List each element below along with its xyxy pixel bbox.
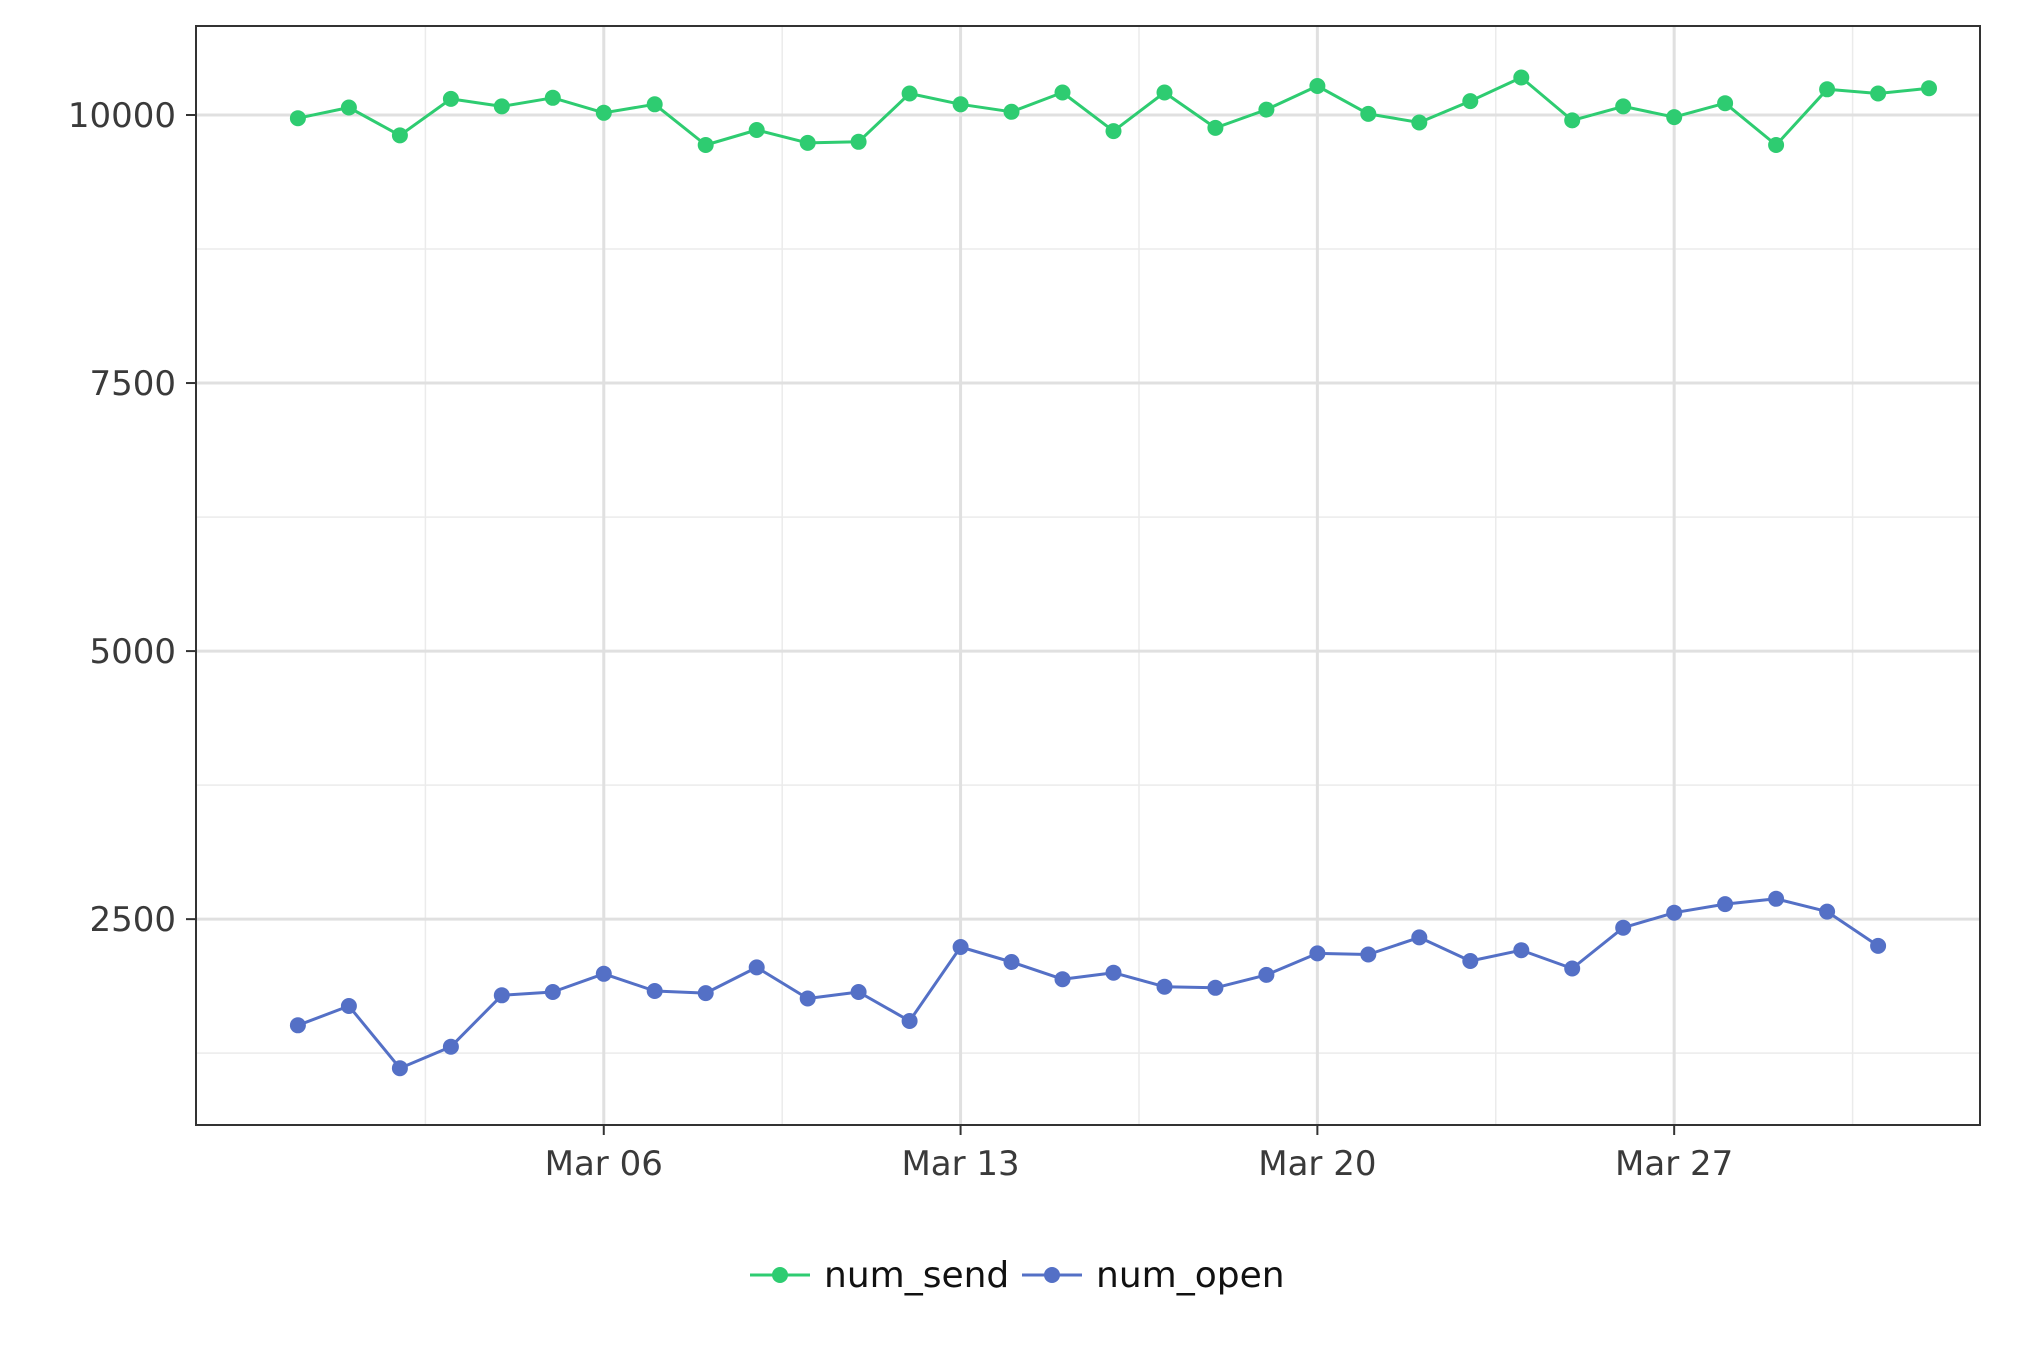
data-point-num_open	[1768, 890, 1785, 907]
data-point-num_open	[442, 1038, 459, 1055]
data-point-num_send	[850, 133, 867, 150]
data-point-num_send	[391, 127, 408, 144]
data-point-num_send	[1462, 93, 1479, 110]
data-point-num_send	[1360, 105, 1377, 122]
data-point-num_open	[493, 987, 510, 1004]
data-point-num_send	[1717, 95, 1734, 112]
data-point-num_send	[646, 96, 663, 113]
x-tick-label: Mar 06	[545, 1144, 663, 1184]
data-point-num_send	[1870, 85, 1887, 102]
data-point-num_open	[1309, 945, 1326, 962]
data-point-num_open	[952, 939, 969, 955]
data-point-num_open	[289, 1017, 306, 1034]
data-point-num_open	[748, 959, 765, 976]
data-point-num_open	[1258, 966, 1275, 983]
data-point-num_open	[1615, 919, 1632, 936]
data-point-num_open	[1870, 937, 1887, 954]
data-point-num_send	[1309, 78, 1326, 94]
data-point-num_send	[901, 85, 918, 102]
data-point-num_open	[1003, 954, 1020, 970]
series-layer	[289, 69, 1937, 1077]
data-point-num_send	[442, 90, 459, 107]
legend-item-num_send: num_send	[750, 1255, 1009, 1296]
x-tick-label: Mar 27	[1615, 1144, 1733, 1184]
data-point-num_open	[1360, 946, 1377, 963]
data-point-num_open	[646, 983, 663, 999]
data-point-num_send	[1819, 81, 1836, 98]
data-point-num_send	[1666, 109, 1683, 126]
data-point-num_send	[493, 98, 510, 115]
legend-label: num_send	[824, 1255, 1009, 1296]
data-point-num_send	[595, 104, 612, 121]
data-point-num_send	[1564, 112, 1581, 129]
legend-item-num_open: num_open	[1022, 1255, 1285, 1296]
data-point-num_send	[799, 134, 816, 151]
data-point-num_send	[340, 99, 357, 116]
legend-key-point	[772, 1267, 788, 1283]
data-point-num_open	[1666, 904, 1683, 921]
data-point-num_open	[1462, 953, 1479, 969]
y-tick-label: 2500	[89, 900, 176, 940]
y-tick-label: 7500	[89, 364, 176, 404]
data-point-num_open	[1411, 929, 1428, 946]
data-point-num_send	[289, 110, 306, 127]
y-tick-label: 10000	[68, 96, 176, 136]
x-tick-label: Mar 20	[1258, 1144, 1376, 1184]
data-point-num_open	[1207, 979, 1224, 996]
data-point-num_open	[1819, 903, 1836, 920]
data-point-num_send	[1921, 80, 1937, 97]
series-line-num_open	[297, 897, 1879, 1070]
series-num_open	[289, 890, 1887, 1077]
data-point-num_open	[544, 984, 561, 1000]
series-num_send	[289, 69, 1937, 153]
data-point-num_send	[748, 122, 765, 138]
data-point-num_send	[1411, 114, 1428, 131]
x-tick-label: Mar 13	[901, 1144, 1019, 1184]
data-point-num_send	[1513, 69, 1530, 86]
data-point-num_open	[1105, 964, 1122, 981]
y-tick-label: 5000	[89, 632, 176, 672]
data-point-num_open	[595, 965, 612, 982]
data-point-num_open	[697, 985, 714, 1002]
major-gridlines	[196, 26, 1980, 1125]
legend-key-point	[1044, 1267, 1060, 1283]
y-axis: 2500 5000 7500 10000	[68, 96, 196, 940]
data-point-num_open	[1564, 960, 1581, 977]
minor-gridlines	[196, 26, 1980, 1125]
data-point-num_send	[1207, 119, 1224, 136]
data-point-num_send	[1615, 98, 1632, 115]
data-point-num_send	[1768, 137, 1785, 153]
legend-label: num_open	[1096, 1255, 1285, 1296]
data-point-num_open	[340, 998, 357, 1014]
legend: num_send num_open	[750, 1255, 1285, 1296]
data-point-num_open	[850, 984, 867, 1000]
x-axis: Mar 06 Mar 13 Mar 20 Mar 27	[545, 1125, 1733, 1184]
data-point-num_open	[391, 1060, 408, 1077]
data-point-num_open	[799, 990, 816, 1007]
data-point-num_send	[1258, 101, 1275, 118]
data-point-num_open	[1156, 978, 1173, 995]
data-point-num_open	[1717, 896, 1734, 913]
plot-panel-border	[195, 25, 1981, 1126]
data-point-num_send	[544, 89, 561, 106]
data-point-num_send	[1156, 84, 1173, 101]
data-point-num_open	[1513, 942, 1530, 959]
data-point-num_send	[697, 137, 714, 153]
data-point-num_send	[1105, 123, 1122, 140]
data-point-num_send	[952, 96, 969, 113]
data-point-num_send	[1003, 103, 1020, 120]
data-point-num_open	[901, 1013, 918, 1029]
data-point-num_open	[1054, 971, 1071, 988]
data-point-num_send	[1054, 84, 1071, 101]
